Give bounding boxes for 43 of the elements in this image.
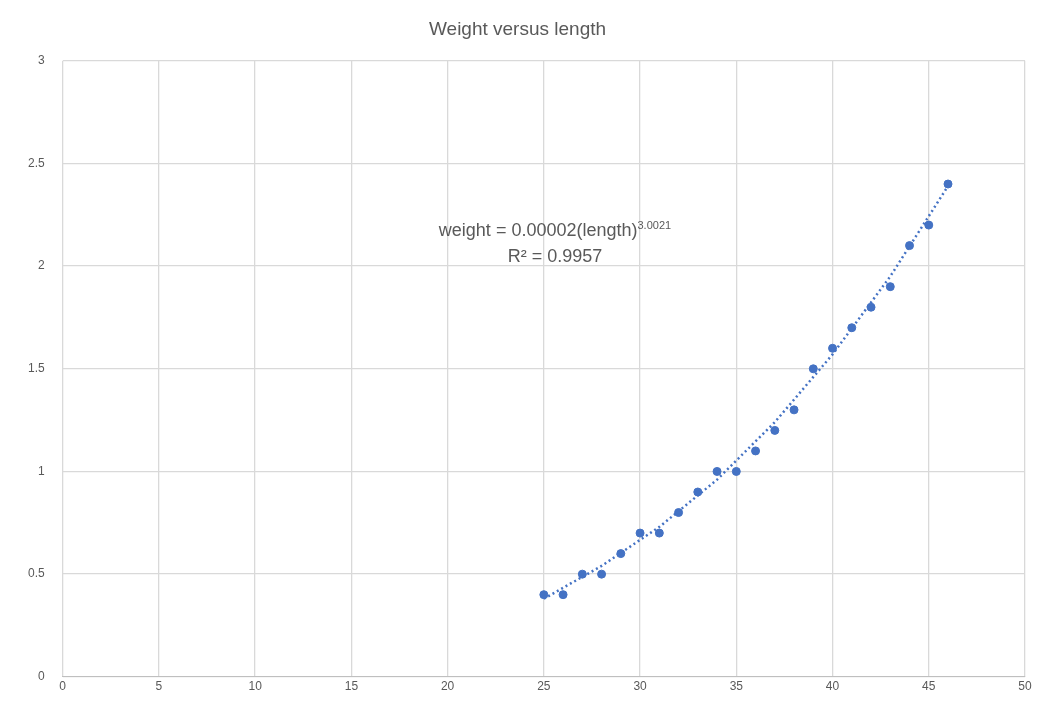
x-tick-label: 30 (633, 679, 648, 694)
point (539, 590, 549, 600)
point (635, 528, 645, 538)
y-tick-label: 1 (37, 463, 45, 478)
point (731, 466, 741, 476)
point (905, 241, 915, 251)
point (616, 549, 626, 559)
point (577, 569, 587, 579)
point (847, 323, 857, 333)
x-tick-label: 5 (155, 679, 163, 694)
point (654, 528, 664, 538)
y-tick-label: 2.5 (27, 155, 45, 170)
x-tick-label: 0 (59, 679, 67, 694)
point (828, 343, 838, 353)
point (789, 405, 799, 415)
point (693, 487, 703, 497)
x-tick-label: 40 (825, 679, 840, 694)
x-tick-label: 35 (729, 679, 744, 694)
x-tick-label: 50 (1018, 679, 1032, 694)
annotation: weight = 0.00002(length)$^{3.0021}$ (437, 218, 673, 242)
chart-title: Weight versus length (428, 17, 607, 39)
point (808, 364, 818, 374)
point (924, 220, 934, 230)
point (770, 425, 780, 435)
x-tick-label: 10 (248, 679, 263, 694)
point (885, 282, 895, 292)
point (597, 569, 607, 579)
x-tick-label: 25 (537, 679, 551, 694)
point (674, 508, 684, 518)
annotation: R² = 0.9957 (506, 245, 604, 268)
y-tick-label: 0.5 (27, 566, 45, 581)
point (866, 302, 876, 312)
x-tick-label: 20 (440, 679, 455, 694)
y-tick-label: 3 (37, 53, 45, 68)
x-tick-label: 15 (344, 679, 359, 694)
point (712, 466, 722, 476)
point (751, 446, 761, 456)
point (558, 590, 568, 600)
y-tick-label: 0 (37, 669, 45, 684)
y-tick-label: 1.5 (27, 361, 45, 376)
x-tick-label: 45 (922, 679, 936, 694)
point (943, 179, 953, 189)
y-tick-label: 2 (37, 258, 45, 273)
